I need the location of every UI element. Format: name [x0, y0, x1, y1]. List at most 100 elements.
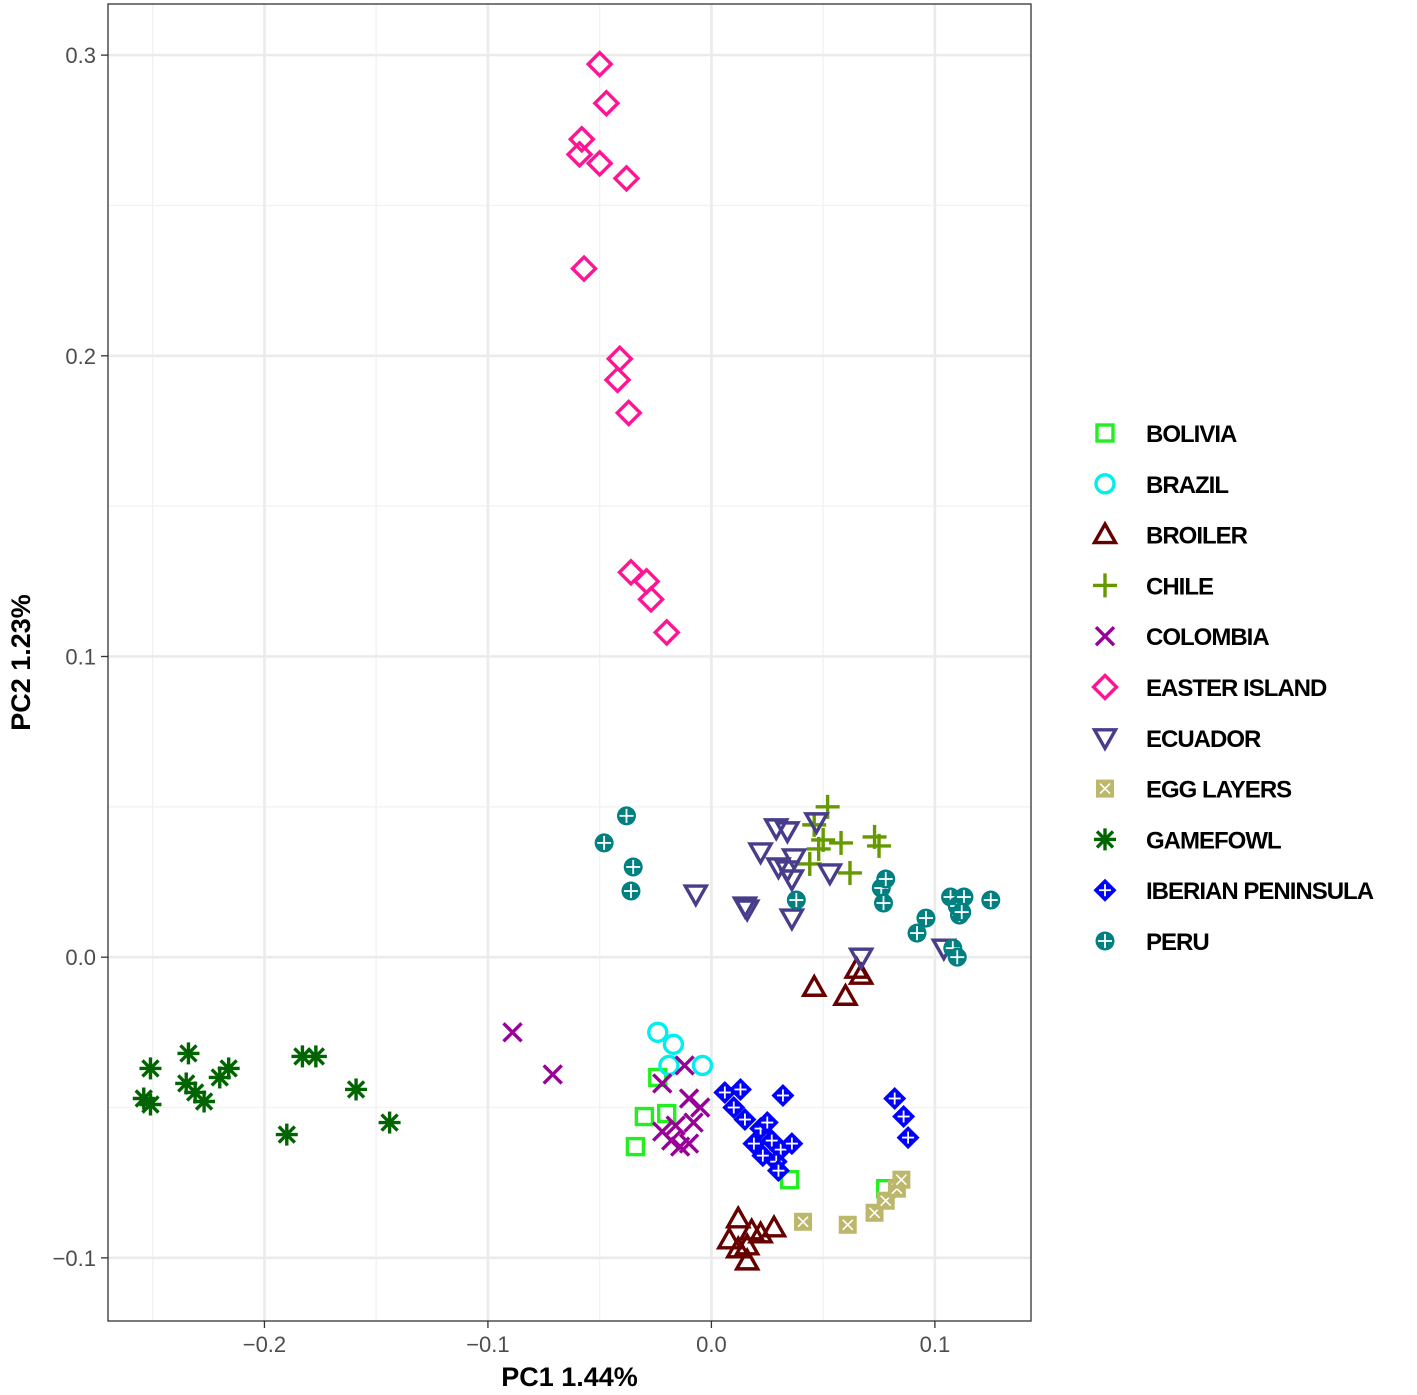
grid-major	[108, 4, 1031, 1321]
x-tick-label: 0.1	[920, 1332, 951, 1357]
point-ecuador	[803, 812, 830, 836]
point-ecuador	[847, 947, 875, 972]
legend-key-ecuador	[1091, 728, 1119, 752]
point-peru	[623, 857, 643, 877]
point-iberian-peninsula	[766, 1159, 790, 1183]
point-gamefowl	[139, 1057, 162, 1080]
legend-item-iberian-peninsula: IBERIAN PENINSULA	[1093, 878, 1375, 905]
point-brazil	[662, 1033, 685, 1056]
y-axis-ticks: −0.1 0.0 0.1 0.2 0.3	[53, 43, 108, 1271]
legend-key-broiler	[1091, 520, 1119, 545]
point-peru	[954, 887, 974, 907]
point-easter-island	[617, 558, 645, 587]
point-peru	[916, 908, 936, 928]
point-gamefowl	[139, 1093, 162, 1116]
point-colombia	[660, 1130, 682, 1151]
point-iberian-peninsula	[771, 1083, 795, 1107]
legend-label: BRAZIL	[1146, 472, 1228, 499]
point-peru	[876, 869, 896, 889]
y-tick-label: 0.0	[65, 945, 96, 970]
point-easter-island	[614, 399, 643, 427]
legend-label: PERU	[1146, 929, 1209, 956]
point-easter-island	[652, 618, 681, 647]
point-gamefowl	[177, 1042, 200, 1065]
point-peru	[981, 890, 1001, 910]
y-axis-title: PC2 1.23%	[6, 594, 36, 731]
legend-key-colombia	[1094, 625, 1116, 647]
point-ecuador	[682, 884, 710, 908]
point-broiler	[747, 1219, 775, 1244]
point-ecuador	[816, 863, 844, 887]
point-colombia	[683, 1112, 704, 1133]
x-tick-label: −0.1	[466, 1332, 509, 1357]
point-gamefowl	[304, 1045, 327, 1068]
legend-key-gamefowl	[1094, 828, 1116, 851]
point-egg-layers	[892, 1170, 911, 1189]
y-tick-label: 0.1	[65, 644, 96, 669]
point-ecuador	[778, 869, 806, 893]
point-bolivia	[657, 1103, 677, 1124]
point-gamefowl	[345, 1078, 368, 1101]
point-ecuador	[733, 899, 761, 924]
point-bolivia	[634, 1106, 655, 1127]
point-gamefowl	[275, 1123, 298, 1146]
legend-key-iberian-peninsula	[1093, 878, 1117, 902]
point-ecuador	[765, 857, 792, 881]
point-iberian-peninsula	[728, 1077, 752, 1101]
point-bolivia	[625, 1136, 646, 1157]
point-easter-island	[637, 585, 665, 614]
point-easter-island	[603, 365, 632, 394]
point-iberian-peninsula	[896, 1126, 920, 1150]
point-easter-island	[565, 140, 594, 169]
legend-label: COLOMBIA	[1146, 624, 1269, 651]
legend-key-easter-island	[1091, 673, 1119, 701]
point-iberian-peninsula	[755, 1111, 779, 1135]
point-chile	[829, 830, 854, 855]
legend-item-chile: CHILE	[1093, 573, 1215, 600]
legend-label: GAMEFOWL	[1146, 827, 1281, 854]
y-tick-label: −0.1	[53, 1246, 96, 1271]
legend-item-ecuador: ECUADOR	[1091, 726, 1262, 753]
legend-key-peru	[1095, 931, 1115, 951]
point-egg-layers	[794, 1212, 813, 1231]
point-colombia	[542, 1064, 563, 1085]
point-easter-island	[585, 149, 614, 178]
point-chile	[806, 836, 831, 861]
legend-item-peru: PERU	[1095, 929, 1210, 956]
point-gamefowl	[217, 1057, 240, 1080]
point-peru	[786, 890, 806, 910]
point-easter-island	[570, 254, 598, 283]
legend-key-chile	[1093, 573, 1117, 598]
legend-key-brazil	[1094, 473, 1116, 495]
point-iberian-peninsula	[713, 1080, 737, 1104]
point-colombia	[665, 1115, 686, 1136]
point-gamefowl	[193, 1090, 216, 1113]
point-ecuador	[778, 908, 806, 933]
legend-key-egg-layers	[1096, 779, 1114, 798]
legend-label: BROILER	[1146, 523, 1248, 550]
legend: BOLIVIA BRAZIL BROILER CHILE COLOMBIA EASTER …	[1091, 421, 1375, 956]
point-easter-island	[592, 89, 621, 118]
x-tick-label: −0.2	[243, 1332, 286, 1357]
point-peru	[621, 881, 641, 901]
point-colombia	[669, 1136, 691, 1157]
point-peru	[616, 806, 636, 826]
point-iberian-peninsula	[892, 1105, 916, 1129]
plot-panel-border	[107, 3, 1032, 1322]
legend-label: IBERIAN PENINSULA	[1146, 878, 1374, 905]
legend-label: BOLIVIA	[1146, 421, 1237, 448]
point-broiler	[832, 982, 859, 1006]
point-peru	[594, 833, 614, 853]
point-bolivia	[648, 1067, 668, 1088]
legend-key-bolivia	[1095, 423, 1115, 443]
point-broiler	[724, 1234, 752, 1259]
point-colombia	[674, 1055, 695, 1076]
legend-item-gamefowl: GAMEFOWL	[1094, 827, 1282, 854]
legend-label: CHILE	[1146, 573, 1214, 600]
point-easter-island	[567, 125, 596, 154]
point-easter-island	[585, 50, 614, 79]
point-broiler	[733, 1231, 761, 1256]
point-broiler	[847, 961, 875, 985]
